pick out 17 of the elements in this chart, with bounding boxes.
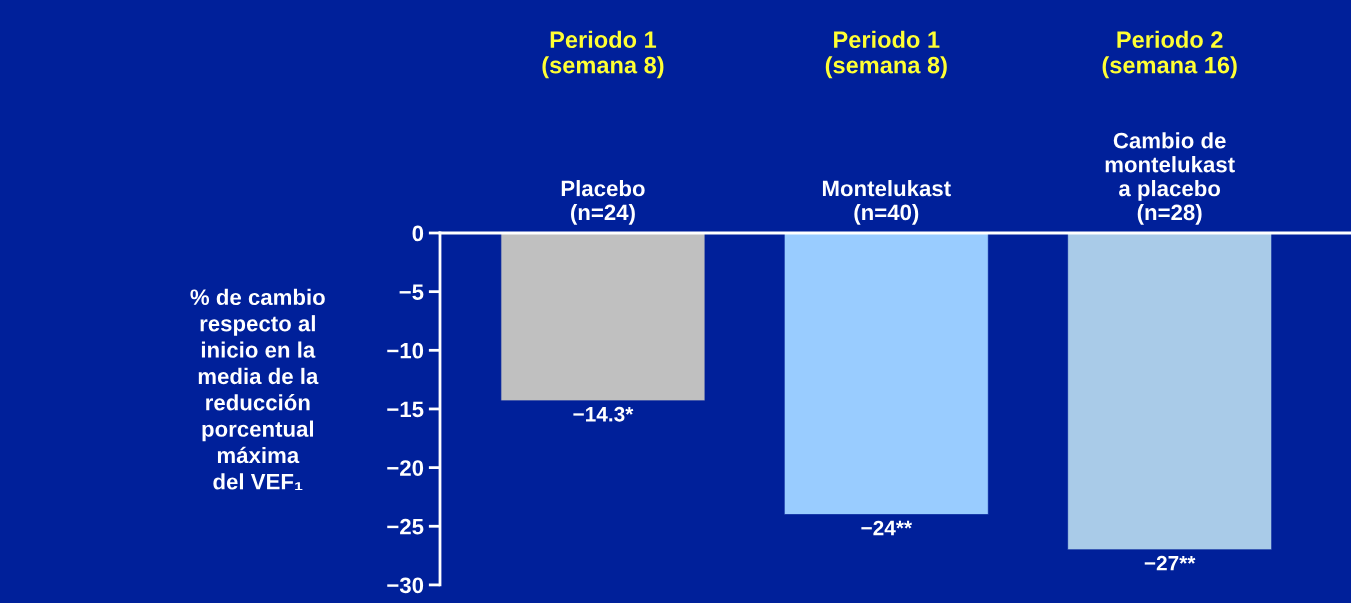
data-label: −27** — [1144, 555, 1196, 571]
text: Periodo 2 (semana 16) — [1102, 30, 1237, 79]
y-tick-label: −5 — [399, 284, 424, 300]
x-tick-label: Cambio de montelukast a placebo (n=28) — [1105, 132, 1235, 225]
y-tick-label: −25 — [387, 518, 424, 535]
y-tick-label: −30 — [387, 577, 424, 594]
text: Periodo 1 (semana 8) — [825, 30, 947, 79]
text: Periodo 1 (semana 8) — [542, 30, 664, 79]
x-tick-label: Montelukast (n=40) — [822, 180, 951, 225]
x-tick-label: Placebo (n=24) — [561, 180, 645, 225]
data-label: −24** — [861, 520, 913, 536]
data-label: −14.3* — [573, 406, 634, 422]
y-tick-label: 0 — [412, 225, 424, 242]
y-tick-label: −10 — [387, 342, 424, 359]
y-axis-title: % de cambio respecto al inicio en la media de la reducción porcentual máxima del VEF₁ — [190, 288, 325, 491]
y-tick-label: −15 — [387, 401, 424, 418]
y-tick-label: −20 — [387, 460, 424, 476]
